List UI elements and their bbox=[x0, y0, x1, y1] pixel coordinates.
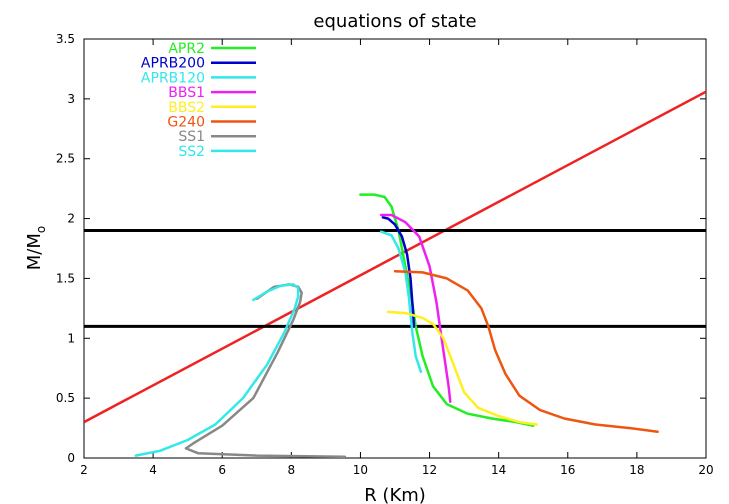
series-line-ss1 bbox=[184, 283, 347, 458]
x-axis-label: R (Km) bbox=[364, 485, 426, 504]
legend-label-bbs2: BBS2 bbox=[168, 100, 205, 116]
x-tick-label: 10 bbox=[353, 463, 368, 477]
x-tick-label: 12 bbox=[422, 463, 437, 477]
y-tick-label: 1 bbox=[67, 331, 75, 345]
legend-label-apr2: APR2 bbox=[168, 41, 205, 57]
reference-line-diagonal bbox=[84, 90, 706, 424]
series-line-ss2 bbox=[134, 283, 300, 457]
legend-label-aprb120: APRB120 bbox=[141, 70, 205, 86]
plot-area bbox=[83, 38, 707, 459]
y-tick-label: 0 bbox=[67, 451, 75, 465]
x-tick-label: 16 bbox=[560, 463, 575, 477]
y-tick-label: 0.5 bbox=[56, 391, 75, 405]
axis-ticks: 2 4 6 8 10 12 14 16 18 20 0 0.5 1 1.5 2 2.5 3 3.5 bbox=[56, 32, 714, 477]
series-line-bbs1 bbox=[379, 213, 452, 403]
x-tick-label: 4 bbox=[149, 463, 157, 477]
series-line-bbs2 bbox=[386, 310, 538, 426]
x-tick-label: 6 bbox=[218, 463, 226, 477]
y-axis-label: M/Mo bbox=[24, 226, 48, 270]
series-lines bbox=[134, 193, 659, 458]
y-axis-label-main: M/M bbox=[24, 233, 45, 270]
y-tick-label: 2 bbox=[67, 212, 75, 226]
series-line-apr2 bbox=[359, 193, 535, 427]
legend-label-ss2: SS2 bbox=[178, 144, 205, 160]
x-tick-label: 2 bbox=[80, 463, 88, 477]
series-line-aprb200 bbox=[381, 216, 416, 328]
series-line-aprb120 bbox=[379, 230, 423, 374]
legend-label-bbs1: BBS1 bbox=[168, 85, 205, 101]
plot-frame bbox=[83, 38, 707, 459]
y-tick-label: 3.5 bbox=[56, 32, 75, 46]
chart-title: equations of state bbox=[313, 11, 476, 32]
x-tick-label: 14 bbox=[491, 463, 506, 477]
y-tick-label: 1.5 bbox=[56, 271, 75, 285]
legend-label-aprb200: APRB200 bbox=[141, 56, 205, 72]
y-tick-label: 2.5 bbox=[56, 152, 75, 166]
x-tick-label: 8 bbox=[288, 463, 296, 477]
x-tick-label: 18 bbox=[629, 463, 644, 477]
legend-label-g240: G240 bbox=[167, 115, 205, 131]
series-line-g240 bbox=[393, 269, 659, 433]
y-tick-label: 3 bbox=[67, 92, 75, 106]
reference-lines bbox=[84, 90, 706, 424]
legend-label-ss1: SS1 bbox=[178, 129, 205, 145]
y-axis-label-sub: o bbox=[34, 226, 48, 233]
x-tick-label: 20 bbox=[698, 463, 713, 477]
svg-text:M/Mo: M/Mo bbox=[24, 226, 48, 270]
